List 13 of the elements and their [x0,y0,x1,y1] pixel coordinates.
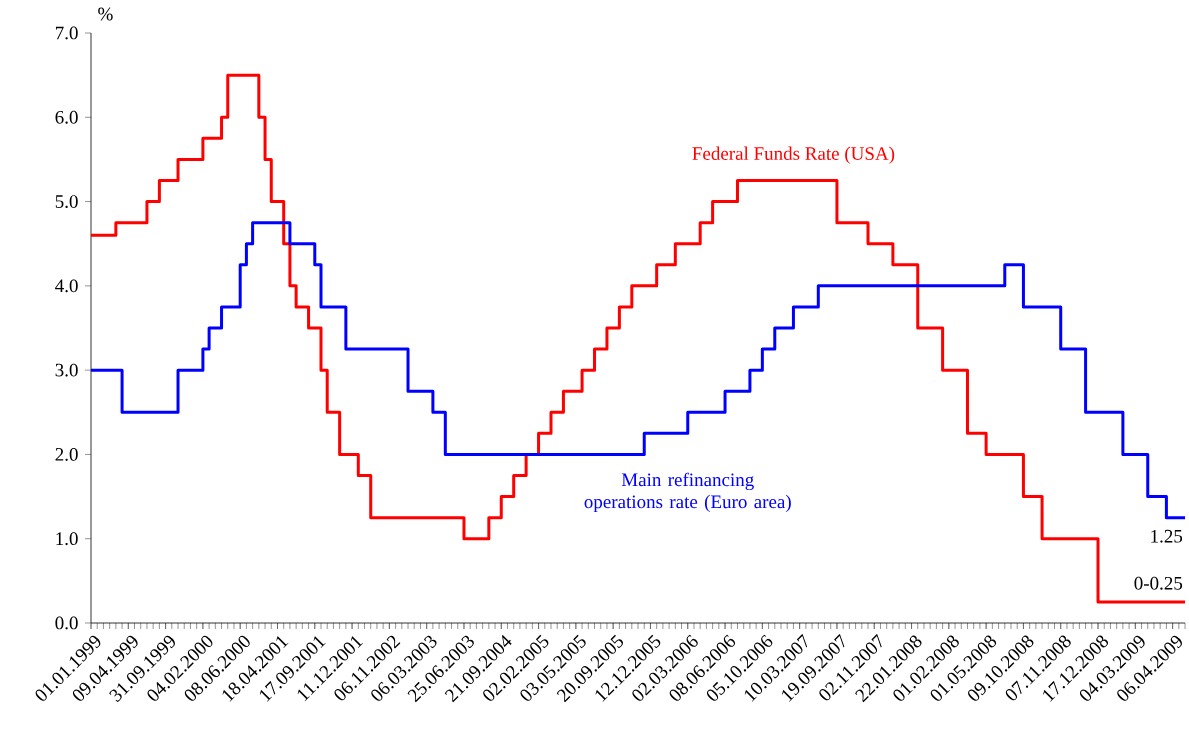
y-tick-label: 3.0 [55,363,78,377]
y-tick-label: 1.0 [56,532,78,546]
y-tick-label: 5.0 [55,195,78,209]
series-label: Main refinancing operations rate (Euro area) [584,472,791,513]
y-tick-label: 4.0 [55,279,78,293]
y-axis-title: % [98,7,113,21]
y-tick-label: 7.0 [55,26,78,40]
annotation: 0-0.25 [1134,576,1183,590]
series-label: Federal Funds Rate (USA) [692,146,895,164]
y-tick-label: 2.0 [55,447,78,461]
y-tick-label: 6.0 [55,110,78,124]
y-tick-label: 0.0 [55,616,78,630]
annotation: 1.25 [1151,529,1183,543]
